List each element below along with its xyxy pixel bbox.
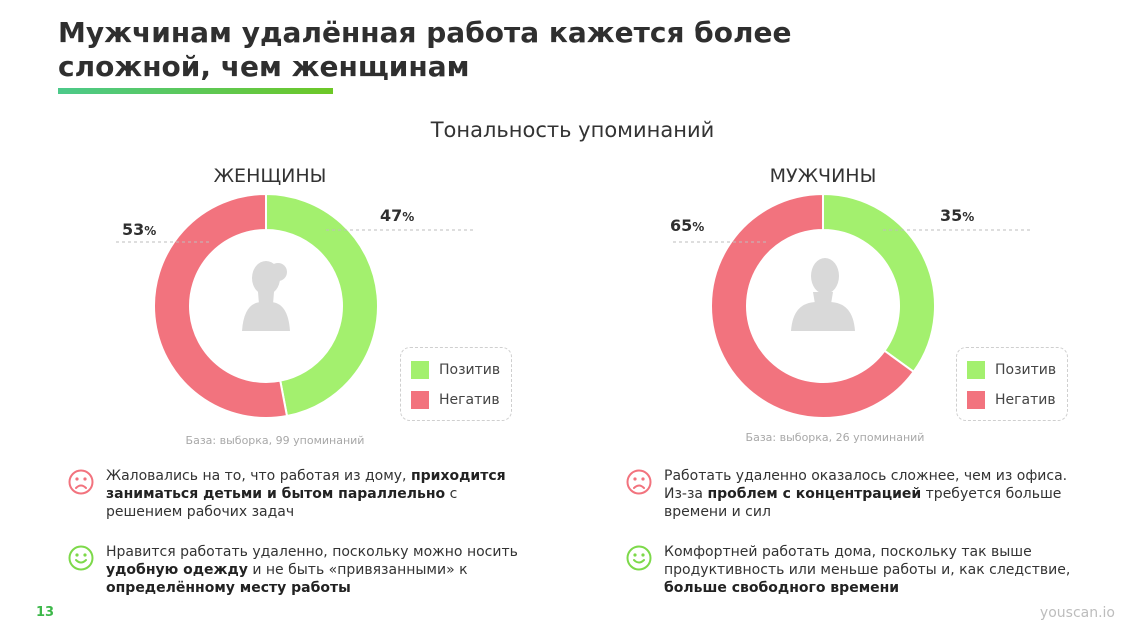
page-title: Мужчинам удалённая работа кажется более … — [58, 16, 792, 83]
women-negative-label: 53% — [122, 220, 156, 239]
men-slice-negative — [710, 192, 916, 419]
women-chart-title: ЖЕНЩИНЫ — [213, 165, 327, 187]
women-positive-unit: % — [402, 210, 415, 224]
men-donut-chart: 35% 65% Позитив Негатив — [658, 160, 1145, 450]
men-negative-unit: % — [692, 220, 705, 234]
quote-part: и не быть «привязанными» к — [247, 562, 468, 578]
quote-part: с решением рабочих задач — [106, 486, 458, 520]
women-slice-positive — [265, 192, 379, 418]
quote-part: Работать удаленно оказалось сложнее, чем… — [664, 468, 1068, 502]
women-legend-positive: Позитив — [411, 360, 500, 380]
men-positive-quote: Комфортней работать дома, поскольку так … — [626, 543, 1086, 597]
quote-part: Жаловались на то, что работая из дому, — [106, 468, 411, 484]
women-positive-value: 47 — [380, 206, 403, 225]
legend-label-negative: Негатив — [439, 392, 500, 408]
men-positive-label: 35% — [940, 206, 974, 225]
page-number: 13 — [36, 605, 55, 620]
women-legend-negative: Негатив — [411, 390, 500, 410]
women-negative-quote: Жаловались на то, что работая из дому, п… — [68, 467, 518, 521]
sad-face-icon — [68, 469, 94, 495]
men-base-note: База: выборка, 26 упоминаний — [745, 431, 925, 444]
men-legend-negative: Негатив — [967, 390, 1056, 410]
chart-heading: Тональность упоминаний — [430, 118, 715, 142]
women-base-note: База: выборка, 99 упоминаний — [185, 434, 365, 447]
men-positive-unit: % — [962, 210, 975, 224]
men-negative-quote-text: Работать удаленно оказалось сложнее, чем… — [664, 467, 1086, 521]
women-donut-svg — [116, 192, 476, 419]
women-legend: Позитив Негатив — [400, 347, 512, 421]
women-negative-quote-text: Жаловались на то, что работая из дому, п… — [106, 467, 518, 521]
men-negative-value: 65 — [670, 216, 693, 235]
women-positive-label: 47% — [380, 206, 414, 225]
quote-emphasis: определённому месту работы — [106, 580, 351, 596]
women-slice-negative — [153, 192, 289, 419]
legend-label-positive: Позитив — [439, 362, 501, 378]
men-negative-label: 65% — [670, 216, 704, 235]
quote-emphasis: удобную одежду — [106, 562, 248, 578]
women-negative-unit: % — [144, 224, 157, 238]
women-negative-value: 53 — [122, 220, 145, 239]
male-silhouette-icon — [791, 258, 855, 331]
men-slice-positive — [822, 192, 936, 374]
legend-swatch-positive — [967, 361, 985, 379]
legend-swatch-negative — [411, 391, 429, 409]
quote-part: Комфортней работать дома, поскольку так … — [664, 544, 1071, 578]
brand-label: youscan.io — [1039, 605, 1115, 621]
quote-emphasis: проблем с концентрацией — [707, 486, 922, 502]
legend-swatch-negative — [967, 391, 985, 409]
legend-label-negative: Негатив — [995, 392, 1056, 408]
legend-swatch-positive — [411, 361, 429, 379]
men-positive-quote-text: Комфортней работать дома, поскольку так … — [664, 543, 1086, 597]
women-donut-chart: 47% 53% Позитив Негатив — [100, 160, 620, 450]
women-positive-quote-text: Нравится работать удаленно, поскольку мо… — [106, 543, 518, 597]
female-silhouette-icon — [242, 261, 290, 331]
men-legend-positive: Позитив — [967, 360, 1056, 380]
men-donut-svg — [673, 192, 1033, 419]
men-chart-title: МУЖЧИНЫ — [769, 165, 877, 187]
quote-emphasis: больше свободного времени — [664, 580, 900, 596]
women-positive-quote: Нравится работать удаленно, поскольку мо… — [68, 543, 518, 597]
smile-face-icon — [68, 545, 94, 571]
quote-part: Нравится работать удаленно, поскольку мо… — [106, 544, 518, 560]
title-underline — [58, 88, 333, 94]
men-negative-quote: Работать удаленно оказалось сложнее, чем… — [626, 467, 1086, 521]
men-legend: Позитив Негатив — [956, 347, 1068, 421]
quote-part: требуется больше времени и сил — [664, 486, 1062, 520]
smile-face-icon — [626, 545, 652, 571]
legend-label-positive: Позитив — [995, 362, 1057, 378]
sad-face-icon — [626, 469, 652, 495]
quote-emphasis: приходится заниматься детьми и бытом пар… — [106, 468, 506, 502]
men-positive-value: 35 — [940, 206, 963, 225]
